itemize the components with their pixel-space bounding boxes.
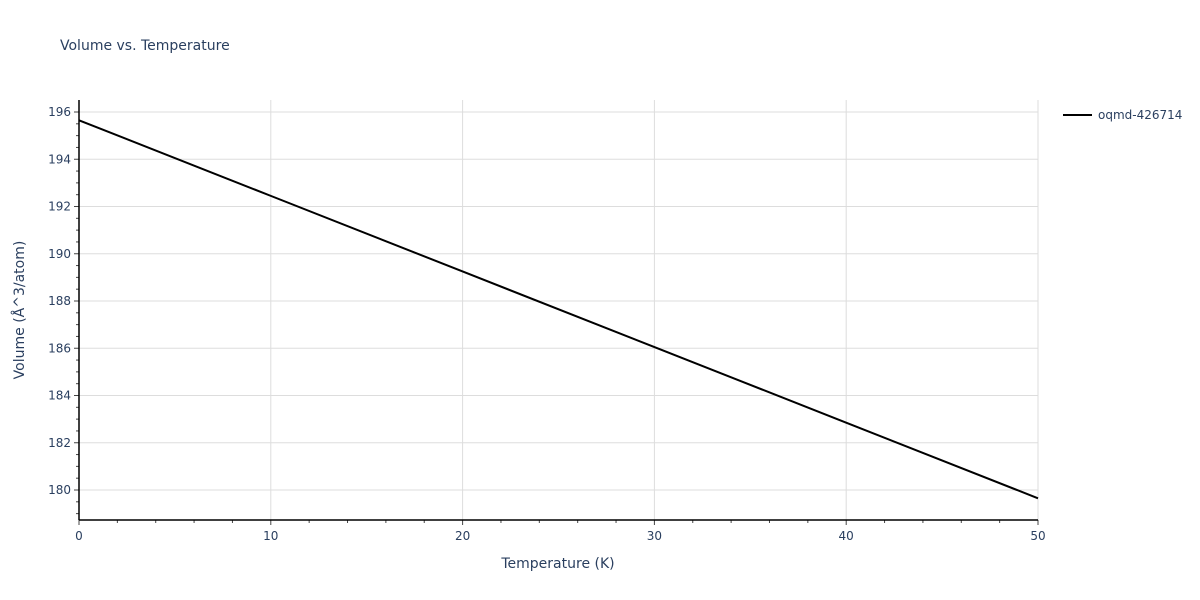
series-layer bbox=[78, 119, 1039, 500]
y-axis-title: Volume (Å^3/atom) bbox=[11, 241, 28, 380]
x-tick-label: 40 bbox=[839, 529, 854, 543]
axes: 180 182 184 186 188 190 192 194 196 0 10 20 30 40 50 bbox=[48, 100, 1046, 543]
legend-item-label[interactable]: oqmd-426714 bbox=[1098, 108, 1182, 122]
x-tick-label: 20 bbox=[455, 529, 470, 543]
x-tick-label: 50 bbox=[1030, 529, 1045, 543]
y-tick-label: 184 bbox=[48, 389, 71, 403]
x-tick-label: 0 bbox=[75, 529, 83, 543]
y-tick-label: 188 bbox=[48, 294, 71, 308]
y-tick-label: 190 bbox=[48, 247, 71, 261]
y-tick-label: 194 bbox=[48, 152, 71, 166]
x-tick-label: 10 bbox=[263, 529, 278, 543]
legend[interactable]: oqmd-426714 bbox=[1063, 108, 1182, 122]
x-tick-label: 30 bbox=[647, 529, 662, 543]
x-axis-title: Temperature (K) bbox=[500, 556, 614, 572]
y-tick-label: 186 bbox=[48, 341, 71, 355]
y-tick-label: 182 bbox=[48, 436, 71, 450]
y-tick-label: 180 bbox=[48, 483, 71, 497]
series-line[interactable] bbox=[78, 119, 1039, 500]
chart-title: Volume vs. Temperature bbox=[60, 38, 230, 54]
y-tick-label: 196 bbox=[48, 105, 71, 119]
y-tick-label: 192 bbox=[48, 200, 71, 214]
grid-lines bbox=[79, 100, 1039, 520]
